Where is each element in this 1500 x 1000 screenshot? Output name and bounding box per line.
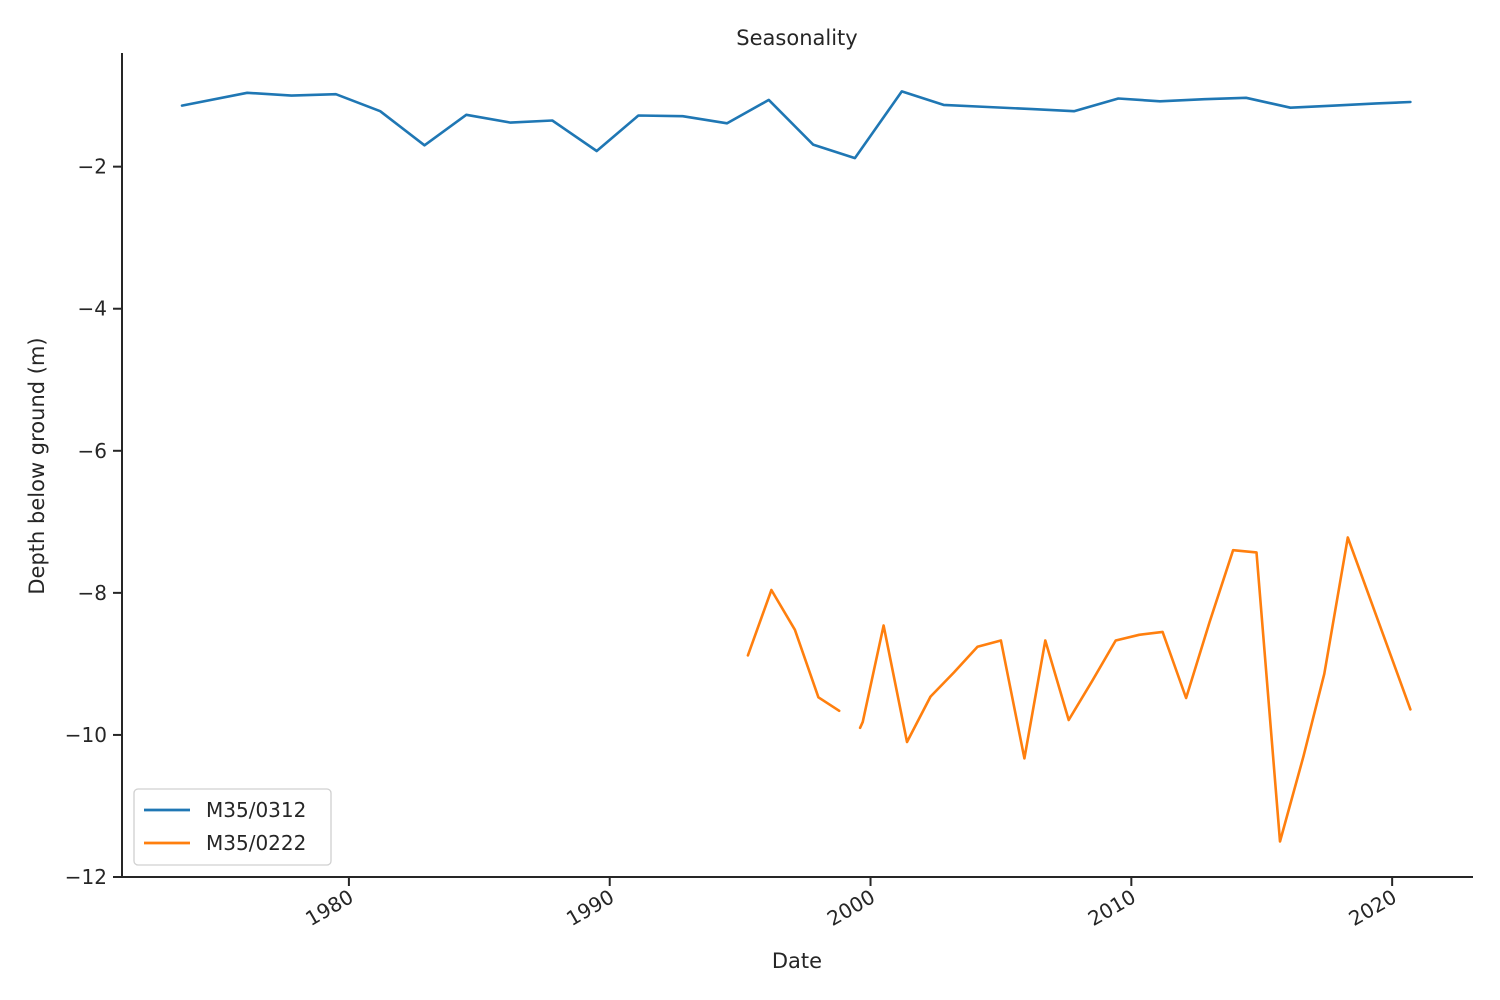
y-tick-label: −12 xyxy=(65,865,107,889)
x-tick-label: 1990 xyxy=(562,885,618,931)
x-tick-label: 2000 xyxy=(823,885,879,931)
y-axis-title: Depth below ground (m) xyxy=(25,337,49,594)
y-tick-label: −8 xyxy=(78,581,107,605)
y-tick-label: −6 xyxy=(78,439,107,463)
series-line-m35-0312-segment-1 xyxy=(180,90,1412,160)
x-tick-label: 1980 xyxy=(301,885,357,931)
x-ticks: 1980 1990 2000 2010 2020 xyxy=(301,877,1401,931)
legend: M35/0312 M35/0222 xyxy=(133,788,332,866)
chart-title: Seasonality xyxy=(736,26,857,50)
plot-lines xyxy=(180,90,1412,843)
y-tick-label: −10 xyxy=(65,723,107,747)
legend-frame xyxy=(133,788,332,866)
legend-label-m35-0222: M35/0222 xyxy=(206,831,306,855)
x-tick-label: 2020 xyxy=(1345,885,1401,931)
legend-label-m35-0312: M35/0312 xyxy=(206,798,306,822)
axes xyxy=(121,53,1473,878)
series-line-m35-0222-segment-1 xyxy=(746,588,841,713)
x-tick-label: 2010 xyxy=(1084,885,1140,931)
y-tick-label: −4 xyxy=(78,297,107,321)
y-tick-label: −2 xyxy=(78,155,107,179)
x-axis-title: Date xyxy=(772,949,822,973)
y-ticks: −12 −10 −8 −6 −4 −2 xyxy=(65,155,122,889)
series-line-m35-0222-segment-2 xyxy=(858,536,1412,843)
